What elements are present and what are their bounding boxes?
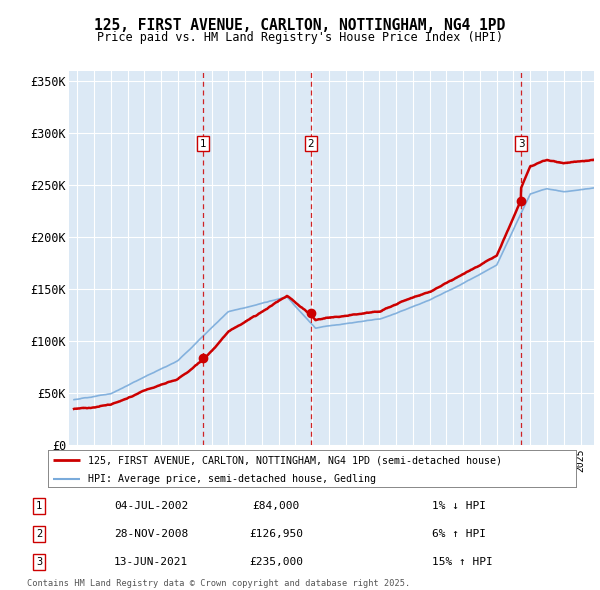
Text: 125, FIRST AVENUE, CARLTON, NOTTINGHAM, NG4 1PD (semi-detached house): 125, FIRST AVENUE, CARLTON, NOTTINGHAM, …: [88, 455, 502, 466]
Text: £84,000: £84,000: [253, 501, 299, 510]
Text: 1% ↓ HPI: 1% ↓ HPI: [432, 501, 486, 510]
Text: 3: 3: [36, 558, 42, 567]
Text: 15% ↑ HPI: 15% ↑ HPI: [432, 558, 493, 567]
Text: 6% ↑ HPI: 6% ↑ HPI: [432, 529, 486, 539]
Text: 2: 2: [308, 139, 314, 149]
Text: 1: 1: [36, 501, 42, 510]
Text: 28-NOV-2008: 28-NOV-2008: [114, 529, 188, 539]
Text: 04-JUL-2002: 04-JUL-2002: [114, 501, 188, 510]
Text: Price paid vs. HM Land Registry's House Price Index (HPI): Price paid vs. HM Land Registry's House …: [97, 31, 503, 44]
Text: 1: 1: [200, 139, 206, 149]
Text: £235,000: £235,000: [249, 558, 303, 567]
Text: 125, FIRST AVENUE, CARLTON, NOTTINGHAM, NG4 1PD: 125, FIRST AVENUE, CARLTON, NOTTINGHAM, …: [94, 18, 506, 34]
Text: Contains HM Land Registry data © Crown copyright and database right 2025.
This d: Contains HM Land Registry data © Crown c…: [27, 579, 410, 590]
Text: HPI: Average price, semi-detached house, Gedling: HPI: Average price, semi-detached house,…: [88, 474, 376, 484]
Text: 3: 3: [518, 139, 524, 149]
Text: 13-JUN-2021: 13-JUN-2021: [114, 558, 188, 567]
Text: £126,950: £126,950: [249, 529, 303, 539]
Text: 2: 2: [36, 529, 42, 539]
